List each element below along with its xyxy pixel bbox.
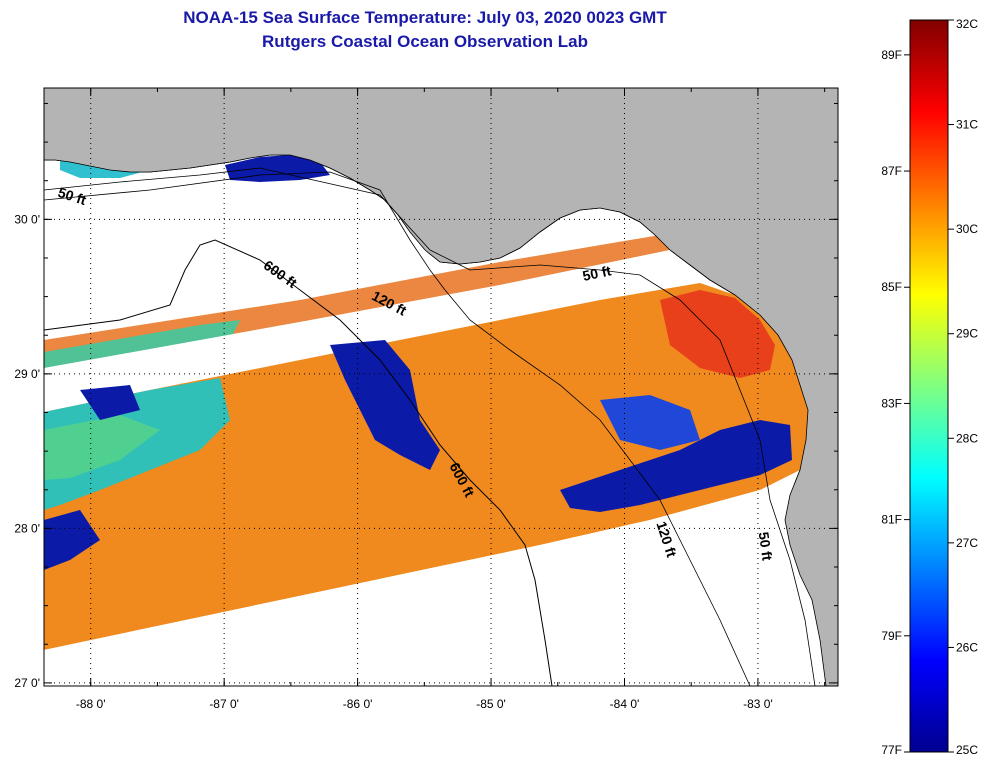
map-title: NOAA-15 Sea Surface Temperature: July 03… xyxy=(183,8,667,27)
cb-label-f: 77F xyxy=(881,743,902,757)
no-data-south xyxy=(44,475,838,686)
lat-tick-label: 30 0' xyxy=(14,212,40,226)
contour-50ft xyxy=(44,167,816,686)
cb-label-f: 87F xyxy=(881,164,902,178)
lon-tick-label: -87 0' xyxy=(209,697,239,711)
cb-label-f: 85F xyxy=(881,280,902,294)
lon-tick-label: -88 0' xyxy=(76,697,106,711)
cb-label-f: 79F xyxy=(881,629,902,643)
contour-120ft xyxy=(44,171,751,686)
colorbar xyxy=(909,19,949,753)
lon-tick-label: -85 0' xyxy=(476,697,506,711)
cb-label-c: 28C xyxy=(956,431,978,445)
no-data-north xyxy=(44,178,430,335)
cb-label-f: 81F xyxy=(881,513,902,527)
plot-frame xyxy=(43,87,839,687)
land-overlay xyxy=(44,88,838,686)
cb-label-c: 27C xyxy=(956,536,978,550)
cb-label-c: 31C xyxy=(956,118,978,132)
cb-label-f: 89F xyxy=(881,48,902,62)
map-grid xyxy=(44,88,838,686)
cb-label-f: 83F xyxy=(881,396,902,410)
cb-label-c: 32C xyxy=(956,17,978,31)
cb-label-c: 29C xyxy=(956,327,978,341)
lat-tick-label: 29 0' xyxy=(14,367,40,381)
lon-tick-label: -83 0' xyxy=(743,697,773,711)
sst-swath xyxy=(44,150,808,650)
swath-gap xyxy=(44,250,678,384)
cb-label-c: 26C xyxy=(956,640,978,654)
axis-labels: -88 0' -87 0' -86 0' -85 0' -84 0' -83 0' 30 0… xyxy=(14,212,772,711)
contour-label: 50 ft xyxy=(756,531,776,562)
cb-label-c: 30C xyxy=(956,222,978,236)
lat-tick-label: 27 0' xyxy=(14,676,40,690)
colorbar-labels: 32C 31C 30C 29C 28C 27C 26C 25C 89F 87F 85F 83F 81F 7… xyxy=(881,17,978,757)
lon-tick-label: -84 0' xyxy=(610,697,640,711)
lat-tick-label: 28 0' xyxy=(14,521,40,535)
map-subtitle: Rutgers Coastal Ocean Observation Lab xyxy=(262,32,588,51)
contour-label: 50 ft xyxy=(581,262,613,284)
lon-tick-label: -86 0' xyxy=(343,697,373,711)
cb-label-c: 25C xyxy=(956,743,978,757)
contour-600ft xyxy=(44,239,553,686)
